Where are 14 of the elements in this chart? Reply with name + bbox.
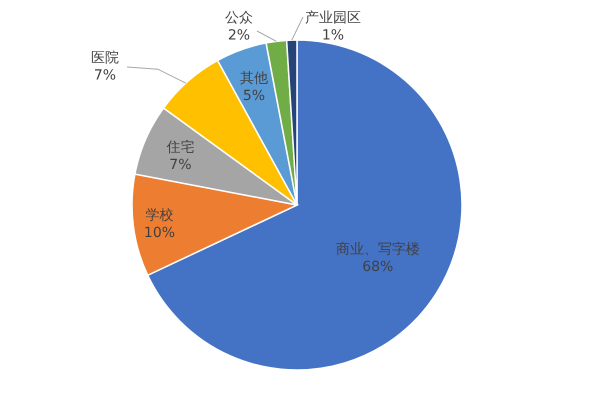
data-label: 7% <box>169 157 192 174</box>
slice-label: 产业园区 <box>305 10 361 26</box>
data-label: 10% <box>144 225 176 242</box>
data-label: 5% <box>242 88 266 104</box>
slice-label: 医院 <box>91 50 119 66</box>
slice-label: 学校 <box>145 208 174 224</box>
slice-label: 其他 <box>240 70 268 87</box>
data-label: 7% <box>94 68 116 84</box>
slice-label: 商业、写字楼 <box>336 241 420 258</box>
data-label: 68% <box>362 258 394 275</box>
data-label: 1% <box>322 28 344 44</box>
slice-label: 公众 <box>225 10 253 26</box>
slice-label: 住宅 <box>165 140 194 156</box>
data-label: 2% <box>228 28 250 44</box>
